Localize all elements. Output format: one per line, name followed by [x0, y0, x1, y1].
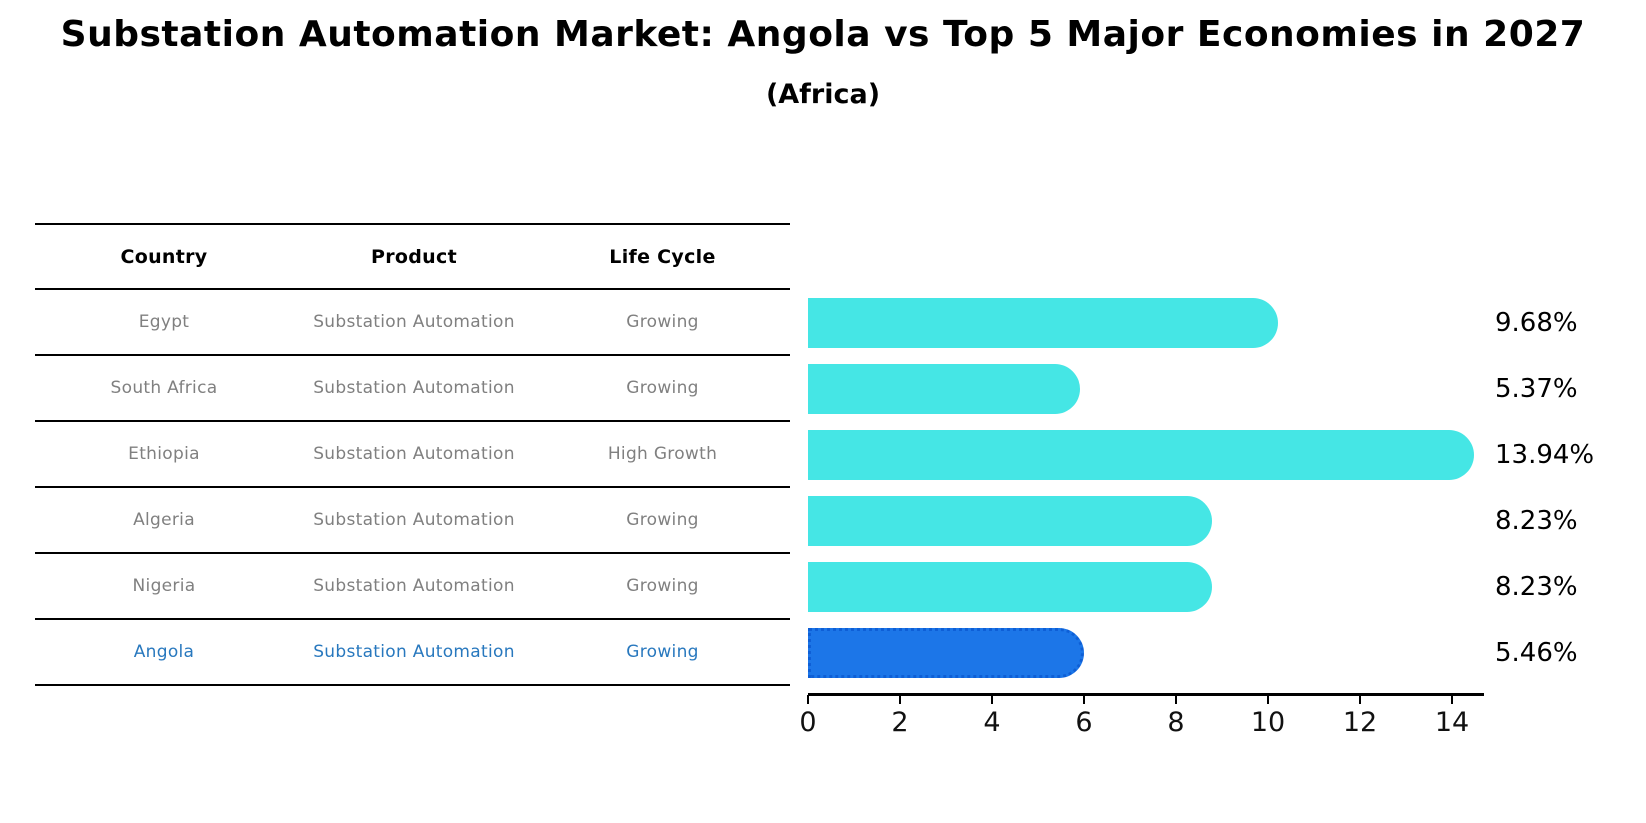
x-tick [1267, 695, 1269, 704]
country-table: Country Product Life Cycle Egypt Substation … [35, 223, 790, 686]
bar-value-label: 13.94% [1495, 440, 1595, 470]
x-tick [1175, 695, 1177, 704]
table-cell-product: Substation Automation [313, 312, 515, 332]
table-header-cell: Country [120, 245, 208, 268]
table-header-cell: Product [371, 245, 457, 268]
table-cell-product: Substation Automation [313, 444, 515, 464]
table-cell-product: Substation Automation [313, 378, 515, 398]
table-cell-life-cycle: Growing [626, 312, 699, 332]
table-cell-product: Substation Automation [313, 510, 515, 530]
x-tick-label: 14 [1434, 707, 1470, 738]
x-tick-label: 0 [799, 707, 817, 738]
market-bar [808, 496, 1212, 546]
x-tick [1083, 695, 1085, 704]
table-row: Algeria Substation Automation Growing [35, 488, 790, 554]
x-tick-label: 10 [1250, 707, 1286, 738]
x-tick-label: 6 [1075, 707, 1093, 738]
table-row: Ethiopia Substation Automation High Growth [35, 422, 790, 488]
table-cell-life-cycle: Growing [626, 642, 699, 662]
market-bar [808, 364, 1081, 414]
x-tick-label: 12 [1342, 707, 1378, 738]
table-header-row: Country Product Life Cycle [35, 223, 790, 290]
bar-value-label: 9.68% [1495, 308, 1578, 338]
table-cell-product: Substation Automation [313, 576, 515, 596]
x-tick [1359, 695, 1361, 704]
bar-value-label: 5.37% [1495, 374, 1578, 404]
table-cell-country: Angola [133, 642, 195, 662]
market-bar [808, 562, 1212, 612]
table-row: Egypt Substation Automation Growing [35, 290, 790, 356]
chart-subtitle: (Africa) [765, 79, 881, 110]
bar-value-label: 5.46% [1495, 638, 1578, 668]
table-cell-country: Algeria [133, 510, 195, 530]
x-tick-label: 8 [1167, 707, 1185, 738]
table-cell-country: South Africa [110, 378, 218, 398]
market-bar [808, 298, 1279, 348]
x-tick [1451, 695, 1453, 704]
chart-title: Substation Automation Market: Angola vs … [60, 14, 1586, 55]
table-header-cell: Life Cycle [609, 245, 716, 268]
x-tick-label: 4 [983, 707, 1001, 738]
highlighted-market-bar [808, 628, 1085, 678]
x-tick-label: 2 [891, 707, 909, 738]
table-cell-country: Egypt [138, 312, 190, 332]
table-row: South Africa Substation Automation Growing [35, 356, 790, 422]
table-row: Nigeria Substation Automation Growing [35, 554, 790, 620]
x-axis [808, 693, 1484, 696]
x-tick [899, 695, 901, 704]
x-tick [991, 695, 993, 704]
table-row: Angola Substation Automation Growing [35, 620, 790, 686]
table-cell-product: Substation Automation [313, 642, 515, 662]
table-cell-country: Nigeria [132, 576, 196, 596]
table-cell-country: Ethiopia [128, 444, 200, 464]
bar-value-label: 8.23% [1495, 506, 1578, 536]
table-cell-life-cycle: High Growth [607, 444, 718, 464]
table-cell-life-cycle: Growing [626, 378, 699, 398]
market-bar [808, 430, 1475, 480]
x-tick [807, 695, 809, 704]
table-cell-life-cycle: Growing [626, 576, 699, 596]
bar-value-label: 8.23% [1495, 572, 1578, 602]
table-cell-life-cycle: Growing [626, 510, 699, 530]
